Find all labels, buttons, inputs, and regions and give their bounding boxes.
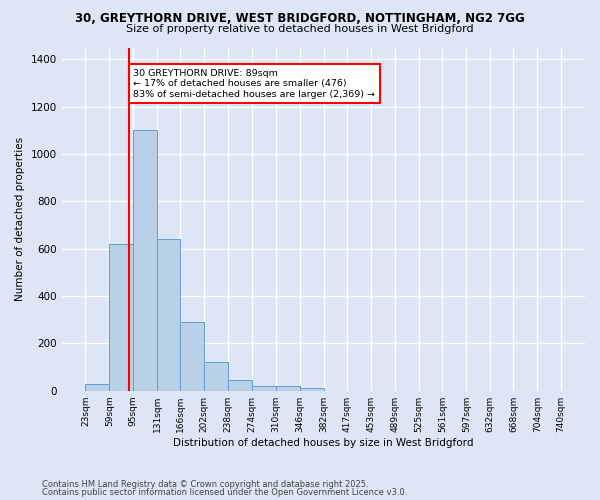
Text: 30 GREYTHORN DRIVE: 89sqm
← 17% of detached houses are smaller (476)
83% of semi: 30 GREYTHORN DRIVE: 89sqm ← 17% of detac…	[133, 69, 375, 98]
Bar	[228, 380, 252, 390]
Bar	[252, 386, 276, 390]
Bar	[204, 362, 228, 390]
Bar	[181, 322, 204, 390]
Bar	[300, 388, 323, 390]
Text: Size of property relative to detached houses in West Bridgford: Size of property relative to detached ho…	[126, 24, 474, 34]
Bar	[157, 239, 181, 390]
Text: Contains public sector information licensed under the Open Government Licence v3: Contains public sector information licen…	[42, 488, 407, 497]
Bar	[109, 244, 133, 390]
Bar	[85, 384, 109, 390]
X-axis label: Distribution of detached houses by size in West Bridgford: Distribution of detached houses by size …	[173, 438, 473, 448]
Text: 30, GREYTHORN DRIVE, WEST BRIDGFORD, NOTTINGHAM, NG2 7GG: 30, GREYTHORN DRIVE, WEST BRIDGFORD, NOT…	[75, 12, 525, 26]
Y-axis label: Number of detached properties: Number of detached properties	[15, 137, 25, 301]
Bar	[133, 130, 157, 390]
Text: Contains HM Land Registry data © Crown copyright and database right 2025.: Contains HM Land Registry data © Crown c…	[42, 480, 368, 489]
Bar	[276, 386, 300, 390]
